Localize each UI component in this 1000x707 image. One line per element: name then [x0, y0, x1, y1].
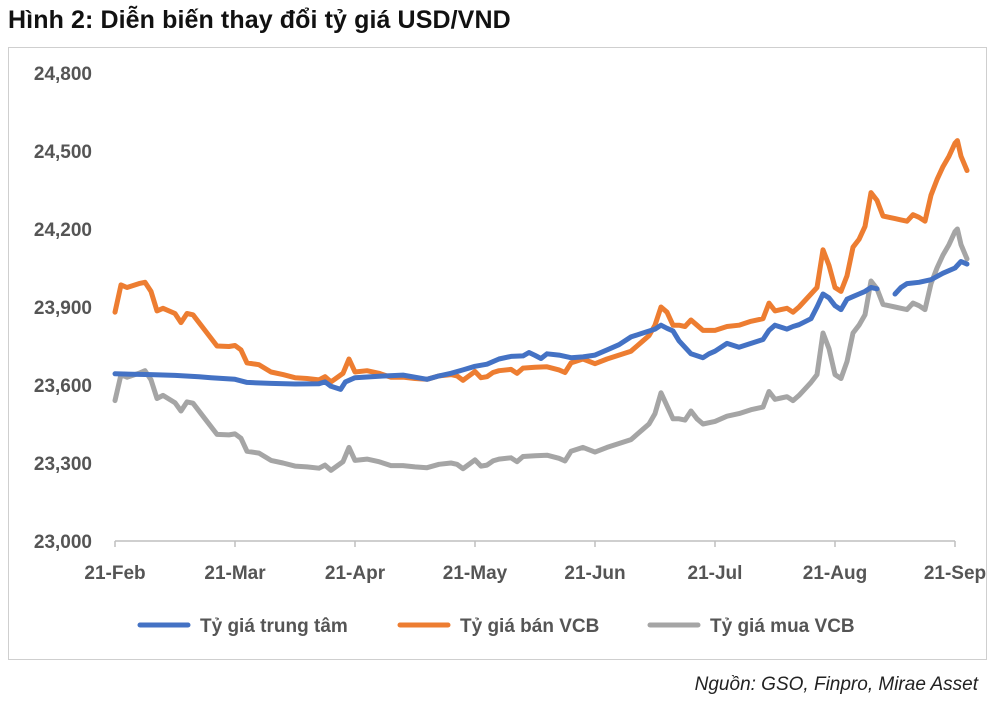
- x-tick-label: 21-Sep: [924, 563, 986, 584]
- legend-label: Tỷ giá mua VCB: [710, 616, 855, 637]
- y-tick-label: 23,600: [34, 376, 92, 397]
- y-tick-label: 23,900: [34, 298, 92, 319]
- y-tick-label: 24,800: [34, 64, 92, 85]
- series-line: [112, 226, 970, 473]
- x-tick-label: 21-Feb: [84, 563, 145, 584]
- legend-label: Tỷ giá bán VCB: [460, 616, 599, 637]
- series-line: [112, 138, 970, 385]
- x-tick-label: 21-May: [443, 563, 508, 584]
- legend: Tỷ giá trung tâm Tỷ giá bán VCB Tỷ giá mua…: [137, 616, 855, 637]
- series-lines: [112, 138, 970, 473]
- x-axis: 21-Feb 21-Mar 21-Apr 21-May 21-Jun 21-Jul 21-A…: [84, 540, 986, 584]
- y-tick-label: 24,200: [34, 220, 92, 241]
- source-note: Nguồn: GSO, Finpro, Mirae Asset: [694, 674, 978, 695]
- x-tick-label: 21-Aug: [803, 563, 867, 584]
- chart-title: Hình 2: Diễn biến thay đổi tỷ giá USD/VN…: [8, 6, 511, 34]
- y-tick-label: 23,000: [34, 532, 92, 553]
- x-tick-label: 21-Mar: [204, 563, 266, 584]
- chart-frame: [8, 47, 987, 660]
- x-tick-label: 21-Jul: [688, 563, 743, 584]
- y-tick-label: 23,300: [34, 454, 92, 475]
- legend-label: Tỷ giá trung tâm: [200, 616, 348, 637]
- y-axis-ticks: 23,000 23,300 23,600 23,900 24,200 24,500 24,8…: [34, 64, 92, 553]
- series-line: [112, 285, 880, 392]
- x-tick-label: 21-Jun: [564, 563, 625, 584]
- series-line: [892, 259, 970, 297]
- x-tick-label: 21-Apr: [325, 563, 386, 584]
- y-tick-label: 24,500: [34, 142, 92, 163]
